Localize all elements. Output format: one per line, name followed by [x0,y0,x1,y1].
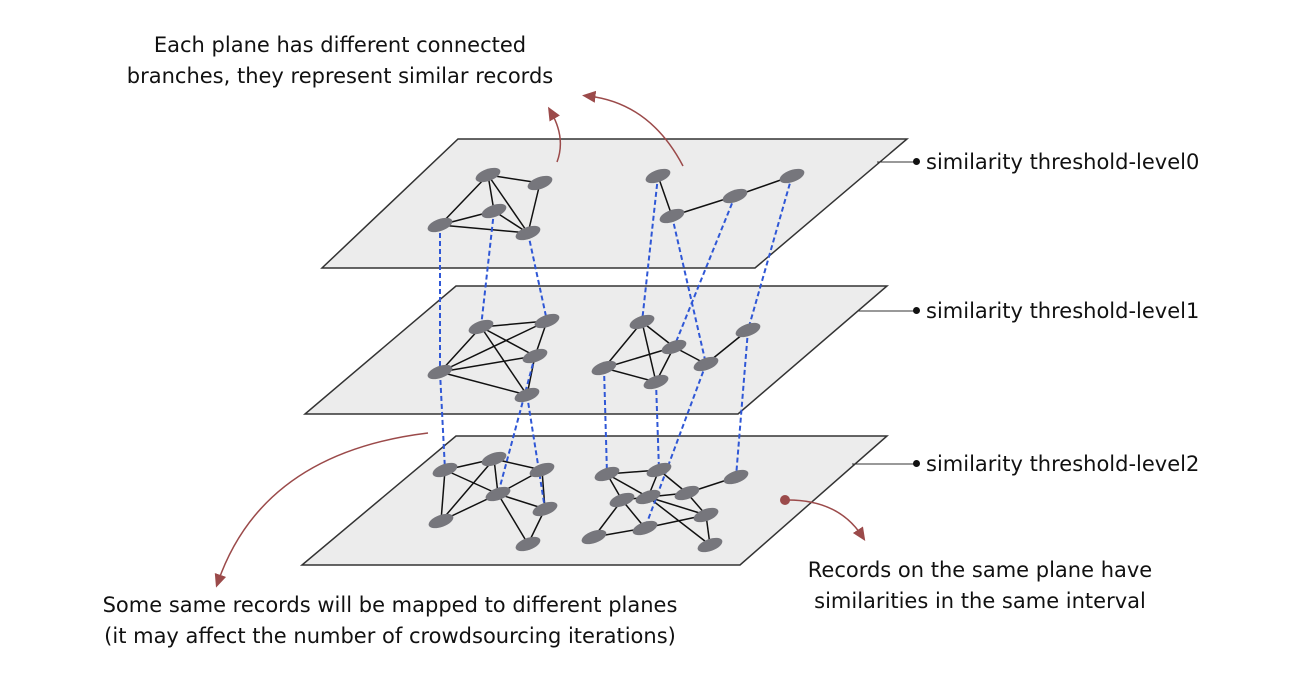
top-note: Each plane has different connected branc… [60,30,620,92]
node [485,486,511,502]
node [581,529,607,545]
node [481,451,507,467]
level2-label-text: similarity threshold-level2 [926,452,1200,476]
level-leaders [852,161,916,465]
node [428,513,454,529]
node [643,374,669,390]
node [527,175,553,191]
arrow-origin-dot [780,495,790,505]
node [693,507,719,523]
node [779,168,805,184]
node [661,339,687,355]
bottom-left-note-line1: Some same records will be mapped to diff… [102,593,678,617]
arrow-to-bottom-left-note [214,432,429,588]
node [481,203,507,219]
planes [299,138,910,566]
top-note-line2: branches, they represent similar records [126,64,554,88]
bullet-dot [913,459,920,467]
node [475,167,501,183]
node [723,469,749,485]
node [514,387,540,403]
node [532,501,558,517]
node [529,462,555,478]
level1-label: similarity threshold-level1 [913,296,1199,327]
node [468,319,494,335]
plane-level1 [302,285,890,415]
node [594,466,620,482]
node [697,537,723,553]
nodes [427,167,805,553]
node [515,225,541,241]
node [646,462,672,478]
node [693,356,719,372]
bottom-left-note-line2: (it may affect the number of crowdsourci… [104,624,676,648]
level2-label: similarity threshold-level2 [913,449,1199,480]
bottom-right-note-line1: Records on the same plane have [807,558,1153,582]
bottom-left-note: Some same records will be mapped to diff… [30,590,750,652]
annotation-arrows [214,90,866,588]
arrow-right-to-top-note [582,90,684,167]
level1-label-text: similarity threshold-level1 [926,299,1200,323]
bullet-dot [913,306,920,314]
bottom-right-note: Records on the same plane have similarit… [760,555,1200,617]
node [522,348,548,364]
node [632,520,658,536]
node [645,168,671,184]
node [635,489,661,505]
cross-plane-links [439,175,793,529]
bullet-dot [913,157,920,165]
node [735,322,761,338]
node [427,217,453,233]
level0-label-text: similarity threshold-level0 [926,150,1200,174]
level0-label: similarity threshold-level0 [913,147,1199,178]
node [674,485,700,501]
plane-level0 [320,138,910,269]
node [534,313,560,329]
node [609,492,635,508]
node [427,364,453,380]
node [722,188,748,204]
node [515,536,541,552]
arrow-left-to-top-note [548,106,562,163]
bottom-right-note-line2: similarities in the same interval [814,589,1146,613]
node [591,360,617,376]
arrow-to-bottom-right-note [784,499,866,542]
node [659,208,685,224]
node [629,314,655,330]
top-note-line1: Each plane has different connected [153,33,527,57]
node [432,462,458,478]
